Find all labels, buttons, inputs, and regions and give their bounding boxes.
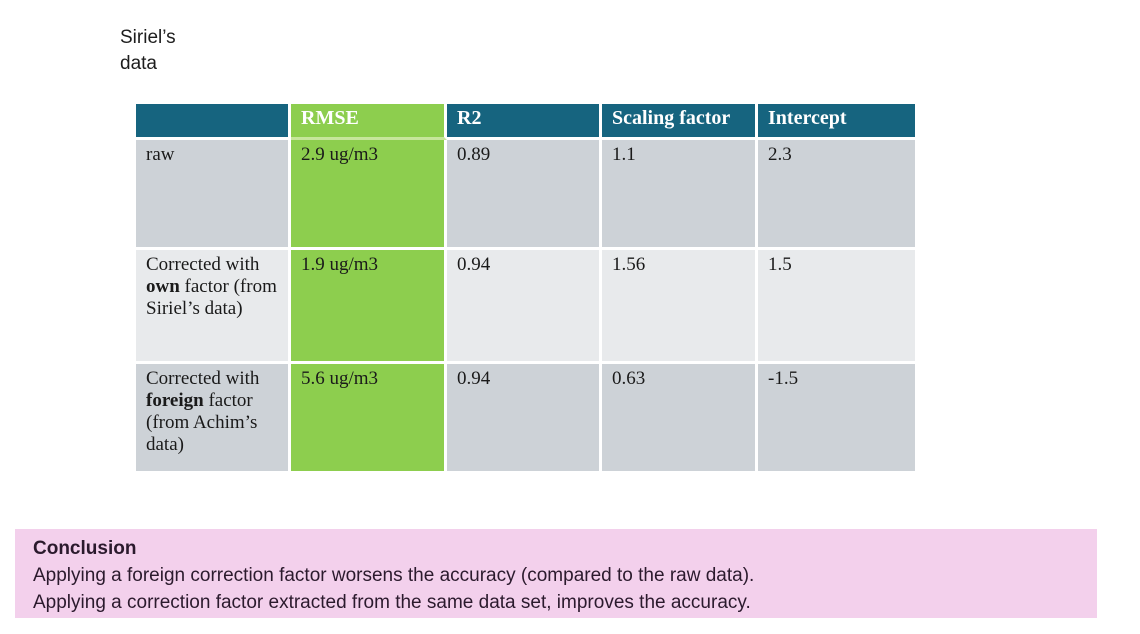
row-label-raw: raw [136, 140, 291, 250]
conclusion-line-1: Applying a foreign correction factor wor… [33, 565, 755, 586]
slide-title: Siriel’s data [120, 27, 176, 74]
cell-foreign-r2: 0.94 [447, 364, 602, 474]
header-cell-r2: R2 [447, 104, 602, 140]
header-cell-intercept: Intercept [758, 104, 918, 140]
row-label-text: factor (from Achim’s data) [146, 390, 258, 455]
cell-raw-rmse: 2.9 ug/m3 [291, 140, 447, 250]
cell-own-rmse: 1.9 ug/m3 [291, 250, 447, 364]
cell-own-intercept: 1.5 [758, 250, 918, 364]
cell-raw-intercept: 2.3 [758, 140, 918, 250]
cell-raw-scaling-factor: 1.1 [602, 140, 758, 250]
header-cell-empty [136, 104, 291, 140]
row-label-text: raw [146, 144, 175, 165]
header-cell-rmse: RMSE [291, 104, 447, 140]
table-row-foreign-factor: Corrected with foreign factor (from Achi… [136, 364, 918, 474]
cell-own-scaling-factor: 1.56 [602, 250, 758, 364]
cell-foreign-intercept: -1.5 [758, 364, 918, 474]
row-label-text: Corrected with [146, 254, 260, 275]
cell-foreign-rmse: 5.6 ug/m3 [291, 364, 447, 474]
conclusion-heading: Conclusion [33, 538, 137, 559]
cell-own-r2: 0.94 [447, 250, 602, 364]
row-label-own-factor: Corrected with own factor (from Siriel’s… [136, 250, 291, 364]
conclusion-line-2: Applying a correction factor extracted f… [33, 592, 751, 613]
row-label-text: factor (from Siriel’s data) [146, 276, 277, 319]
conclusion-box: Conclusion Applying a foreign correction… [15, 529, 1097, 618]
table-row-raw: raw 2.9 ug/m3 0.89 1.1 2.3 [136, 140, 918, 250]
results-table: RMSE R2 Scaling factor Intercept raw 2.9… [136, 104, 918, 474]
row-label-bold: foreign [146, 390, 204, 411]
cell-raw-r2: 0.89 [447, 140, 602, 250]
cell-foreign-scaling-factor: 0.63 [602, 364, 758, 474]
row-label-foreign-factor: Corrected with foreign factor (from Achi… [136, 364, 291, 474]
row-label-bold: own [146, 276, 180, 297]
table-row-own-factor: Corrected with own factor (from Siriel’s… [136, 250, 918, 364]
row-label-text: Corrected with [146, 368, 260, 389]
header-cell-scaling-factor: Scaling factor [602, 104, 758, 140]
table-header-row: RMSE R2 Scaling factor Intercept [136, 104, 918, 140]
